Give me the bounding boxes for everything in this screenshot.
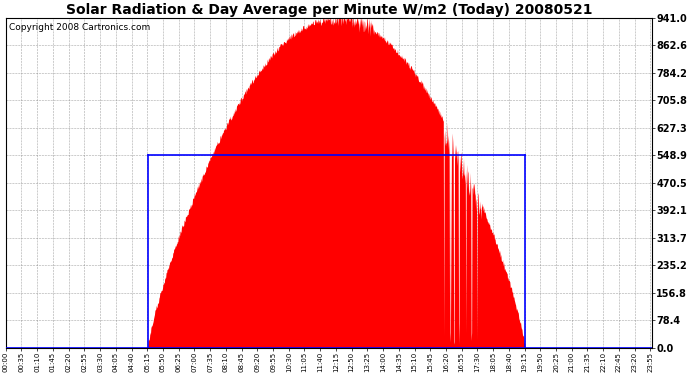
Title: Solar Radiation & Day Average per Minute W/m2 (Today) 20080521: Solar Radiation & Day Average per Minute… <box>66 3 592 17</box>
Text: Copyright 2008 Cartronics.com: Copyright 2008 Cartronics.com <box>9 23 150 32</box>
